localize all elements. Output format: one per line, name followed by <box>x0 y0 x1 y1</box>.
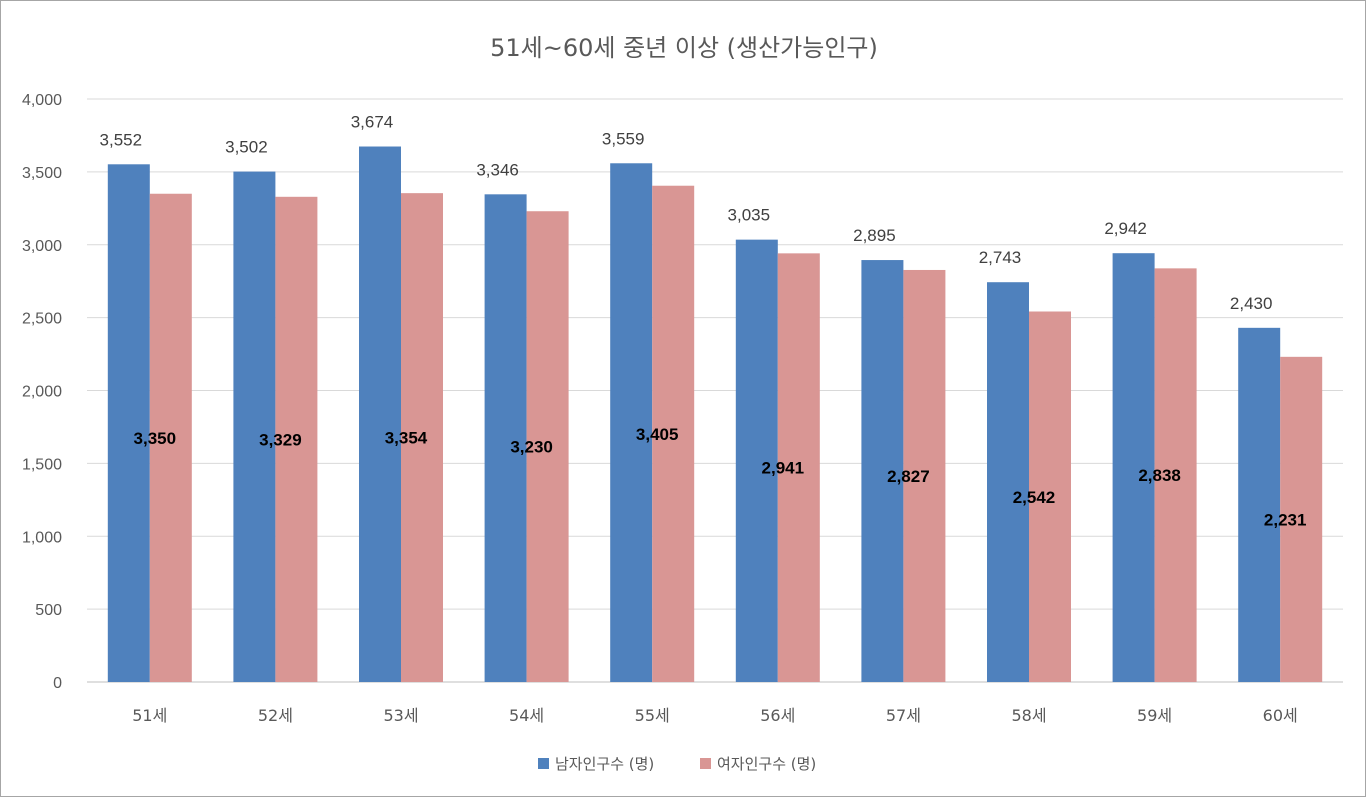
data-labels: 3,552 3,350 3,502 3,329 3,674 3,354 3,346 3,230… <box>100 113 1307 530</box>
data-label-male: 2,430 <box>1230 294 1273 313</box>
data-label-male: 2,942 <box>1104 219 1147 238</box>
y-tick-label: 1,000 <box>22 529 62 546</box>
y-tick-label: 2,500 <box>22 311 62 328</box>
x-tick-label: 51세 <box>132 706 167 725</box>
data-label-female: 3,354 <box>385 429 428 448</box>
bar-female <box>1154 268 1197 682</box>
data-label-male: 3,035 <box>728 206 771 225</box>
y-tick-label: 1,500 <box>22 456 62 473</box>
x-tick-label: 56세 <box>760 706 795 725</box>
y-tick-label: 0 <box>53 675 62 692</box>
data-label-male: 3,346 <box>476 160 519 179</box>
data-label-male: 3,502 <box>225 138 268 157</box>
bar-female <box>275 196 318 682</box>
bar-male <box>735 239 778 682</box>
bar-male <box>987 282 1029 682</box>
legend-label-female: 여자인구수 (명) <box>717 755 816 773</box>
y-tick-label: 2,000 <box>22 384 62 401</box>
data-label-male: 2,895 <box>853 226 896 245</box>
data-label-female: 3,350 <box>134 429 177 448</box>
bar-male <box>1238 327 1281 682</box>
data-label-female: 2,231 <box>1264 510 1307 529</box>
y-tick-label: 500 <box>35 602 62 619</box>
x-tick-label: 55세 <box>635 706 670 725</box>
bar-female <box>149 193 192 683</box>
bar-female <box>903 269 946 682</box>
data-label-male: 3,552 <box>100 130 143 149</box>
bar-male <box>359 146 401 682</box>
x-tick-label: 57세 <box>886 706 921 725</box>
bar-female <box>526 211 569 683</box>
bars <box>107 146 1323 683</box>
data-label-male: 2,743 <box>979 248 1022 267</box>
bar-female <box>401 193 443 683</box>
data-label-female: 2,941 <box>762 459 805 478</box>
bar-female <box>777 253 820 682</box>
bar-male <box>484 194 527 682</box>
bar-female <box>1280 356 1323 682</box>
bar-female <box>652 185 695 682</box>
y-axis: 0 500 1,000 1,500 2,000 2,500 3,000 3,500 4,000 <box>22 92 62 692</box>
data-label-female: 3,329 <box>259 430 302 449</box>
data-label-male: 3,559 <box>602 129 645 148</box>
bar-male <box>233 171 276 682</box>
data-label-female: 3,230 <box>510 438 553 457</box>
bar-male <box>1112 253 1155 683</box>
data-label-female: 2,838 <box>1138 466 1181 485</box>
data-label-female: 2,542 <box>1013 488 1056 507</box>
x-tick-label: 58세 <box>1011 706 1046 725</box>
legend-swatch-male <box>538 758 549 769</box>
y-tick-label: 3,500 <box>22 165 62 182</box>
x-tick-label: 53세 <box>383 706 418 725</box>
legend-swatch-female <box>700 758 711 769</box>
legend-label-male: 남자인구수 (명) <box>555 755 654 773</box>
x-tick-label: 52세 <box>258 706 293 725</box>
x-tick-label: 54세 <box>509 706 544 725</box>
data-label-female: 3,405 <box>636 425 679 444</box>
x-axis: 51세 52세 53세 54세 55세 56세 57세 58세 59세 60세 <box>132 706 1297 725</box>
y-tick-label: 4,000 <box>22 92 62 109</box>
y-tick-label: 3,000 <box>22 238 62 255</box>
bar-male <box>610 163 653 682</box>
x-tick-label: 59세 <box>1137 706 1172 725</box>
x-tick-label: 60세 <box>1263 706 1298 725</box>
data-label-male: 3,674 <box>351 113 394 132</box>
data-label-female: 2,827 <box>887 467 930 486</box>
bar-female <box>1029 311 1071 682</box>
bar-male <box>107 164 150 682</box>
legend: 남자인구수 (명) 여자인구수 (명) <box>538 755 816 773</box>
bar-male <box>861 260 904 682</box>
chart-title: 51세~60세 중년 이상 (생산가능인구) <box>490 34 878 62</box>
